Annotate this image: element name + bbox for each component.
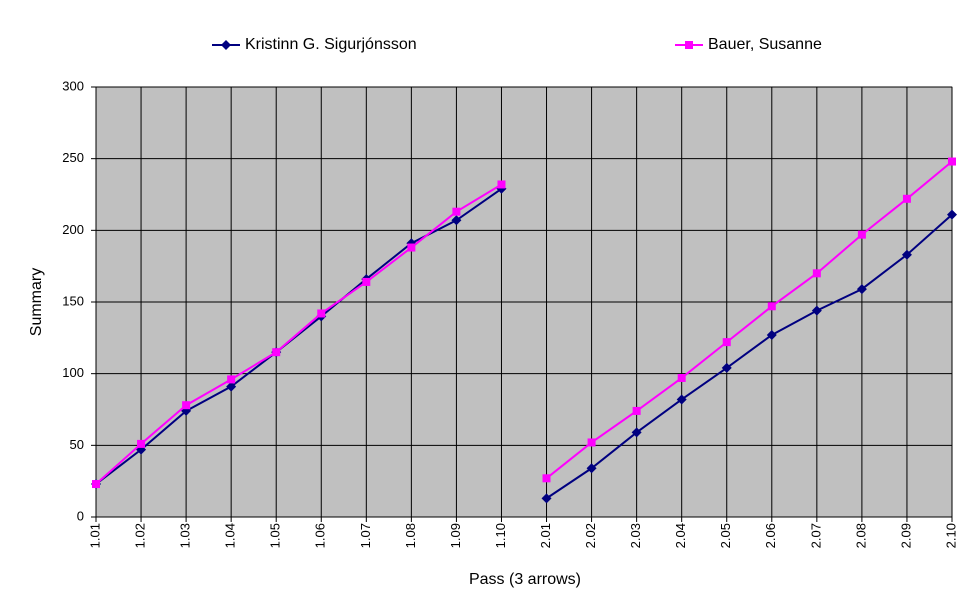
marker xyxy=(902,194,911,203)
y-tick-label: 200 xyxy=(62,222,84,237)
marker xyxy=(407,243,416,252)
x-tick-label: 2.01 xyxy=(538,523,553,548)
y-tick-label: 100 xyxy=(62,365,84,380)
x-tick-label: 2.10 xyxy=(943,523,958,548)
marker xyxy=(631,427,642,438)
marker xyxy=(362,277,371,286)
marker xyxy=(632,406,641,415)
y-tick-label: 50 xyxy=(70,437,84,452)
x-tick-label: 2.07 xyxy=(808,523,823,548)
series-line xyxy=(545,160,953,480)
marker xyxy=(497,180,506,189)
legend-label: Kristinn G. Sigurjónsson xyxy=(245,36,417,53)
marker xyxy=(948,157,956,166)
marker xyxy=(856,284,867,295)
marker xyxy=(722,338,731,347)
marker xyxy=(317,309,326,318)
marker xyxy=(587,438,596,447)
marker xyxy=(452,207,461,216)
series-line xyxy=(95,183,502,485)
marker xyxy=(182,401,191,410)
x-tick-label: 2.06 xyxy=(763,523,778,548)
marker xyxy=(901,249,912,260)
marker xyxy=(947,209,957,220)
x-tick-label: 1.03 xyxy=(178,523,193,548)
marker xyxy=(92,480,100,489)
x-axis-title: Pass (3 arrows) xyxy=(469,571,581,588)
x-tick-label: 1.02 xyxy=(132,523,147,548)
x-tick-label: 1.08 xyxy=(403,523,418,548)
x-tick-label: 2.08 xyxy=(853,523,868,548)
marker xyxy=(721,362,732,373)
marker xyxy=(685,41,693,49)
x-tick-label: 1.01 xyxy=(87,523,102,548)
marker xyxy=(811,305,822,316)
y-tick-label: 300 xyxy=(62,78,84,93)
marker xyxy=(766,329,777,340)
x-tick-label: 1.06 xyxy=(313,523,328,548)
x-tick-label: 2.04 xyxy=(673,523,688,548)
y-tick-label: 150 xyxy=(62,293,84,308)
x-tick-label: 1.05 xyxy=(268,523,283,548)
series-line xyxy=(545,213,953,500)
marker xyxy=(541,493,552,504)
marker xyxy=(226,381,237,392)
y-tick-label: 250 xyxy=(62,150,84,165)
y-axis-title: Summary xyxy=(28,268,45,336)
marker xyxy=(137,439,146,448)
x-tick-label: 1.09 xyxy=(448,523,463,548)
marker xyxy=(676,394,687,405)
marker xyxy=(857,230,866,239)
marker xyxy=(812,269,821,278)
marker xyxy=(272,348,281,357)
series-line xyxy=(95,187,503,485)
marker xyxy=(586,463,597,474)
y-tick-label: 0 xyxy=(77,508,84,523)
x-tick-label: 1.10 xyxy=(493,523,508,548)
x-tick-label: 1.07 xyxy=(358,523,373,548)
marker xyxy=(767,302,776,311)
marker xyxy=(677,373,686,382)
x-tick-label: 2.05 xyxy=(718,523,733,548)
marker xyxy=(227,375,236,384)
legend-label: Bauer, Susanne xyxy=(708,36,822,53)
marker xyxy=(451,215,462,226)
x-tick-label: 2.09 xyxy=(898,523,913,548)
marker xyxy=(542,474,551,483)
x-tick-label: 1.04 xyxy=(223,523,238,548)
marker xyxy=(221,40,231,50)
x-tick-label: 2.02 xyxy=(583,523,598,548)
x-tick-label: 2.03 xyxy=(628,523,643,548)
